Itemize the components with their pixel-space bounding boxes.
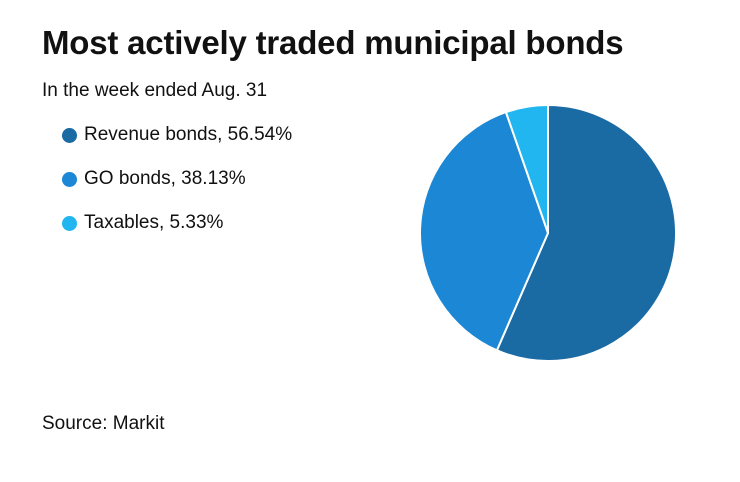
legend-item-taxables: Taxables, 5.33% [62, 212, 292, 234]
legend-swatch-go-bonds [62, 171, 77, 187]
legend-label-taxables: Taxables, 5.33% [84, 212, 224, 233]
source-note: Source: Markit [42, 413, 165, 434]
pie-chart [419, 104, 677, 362]
legend: Revenue bonds, 56.54% GO bonds, 38.13% T… [62, 124, 292, 256]
pie-slice-go-bonds [419, 111, 549, 352]
legend-label-revenue-bonds: Revenue bonds, 56.54% [84, 124, 293, 145]
legend-item-go-bonds: GO bonds, 38.13% [62, 168, 292, 190]
legend-swatch-taxables [62, 215, 77, 231]
pie-slice-taxables [504, 104, 549, 234]
legend-item-revenue-bonds: Revenue bonds, 56.54% [62, 124, 292, 146]
pie-slices [419, 104, 677, 362]
chart-subtitle: In the week ended Aug. 31 [42, 80, 268, 101]
chart-title: Most actively traded municipal bonds [42, 24, 624, 61]
legend-label-go-bonds: GO bonds, 38.13% [84, 168, 246, 189]
legend-swatch-revenue-bonds [62, 127, 77, 143]
pie-slice-revenue-bonds [495, 104, 677, 362]
